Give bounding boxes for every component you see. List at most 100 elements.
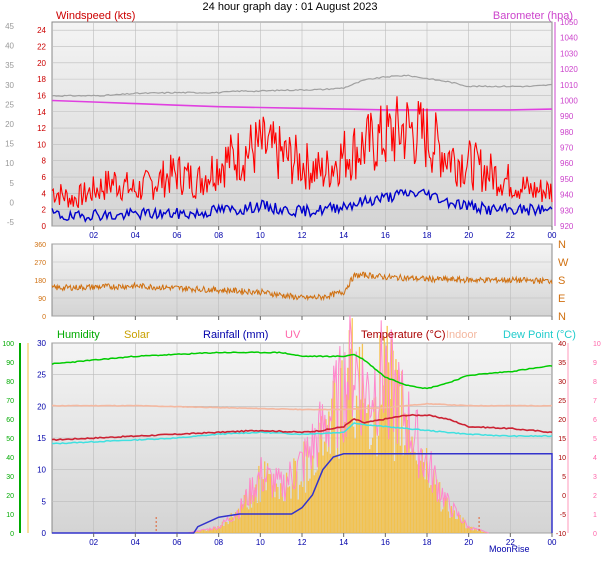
x-tick-label: 14	[339, 538, 348, 547]
x-tick-label: 06	[173, 538, 182, 547]
wind-gust-line	[51, 96, 553, 209]
wind-average-line	[51, 188, 553, 223]
temp-tick-label: 10	[558, 455, 566, 462]
x-tick-label: 00	[548, 231, 557, 240]
rainfall-label: Rainfall (mm)	[203, 329, 268, 341]
compass-label: S	[558, 275, 565, 287]
temp-tick-label: 35	[558, 360, 566, 367]
x-tick-label: 18	[423, 538, 432, 547]
baro-tick-label: 1050	[560, 18, 578, 27]
wind-tick-label: 24	[37, 26, 46, 35]
wind-direction-line	[51, 271, 553, 302]
temp-tick-label: -5	[560, 512, 566, 519]
x-tick-label: 04	[131, 231, 140, 240]
humidity-tick-label: 90	[6, 360, 14, 367]
x-tick-label: 20	[464, 231, 473, 240]
baro-tick-label: 930	[560, 206, 574, 215]
indoor-line	[51, 402, 553, 411]
direction-tick-label: 270	[34, 260, 46, 267]
outer-tick-label: 10	[5, 159, 14, 168]
gray-series-line	[51, 74, 553, 98]
outer-tick-label: 20	[5, 120, 14, 129]
uv-tick-label: 10	[593, 341, 601, 348]
rain-tick-label: 20	[37, 402, 46, 411]
temp-tick-label: 30	[558, 379, 566, 386]
wind-tick-label: 16	[37, 91, 46, 100]
baro-tick-label: 920	[560, 222, 574, 231]
outer-tick-label: 15	[5, 140, 14, 149]
baro-tick-label: 1030	[560, 49, 578, 58]
x-tick-label: 00	[548, 538, 557, 547]
climate-axes: 3025201510501009080706050403020100403530…	[2, 339, 601, 547]
humidity-tick-label: 0	[10, 531, 14, 538]
indoor-label: Indoor	[446, 329, 478, 341]
humidity-tick-label: 30	[6, 474, 14, 481]
wind-tick-label: 22	[37, 42, 46, 51]
outer-tick-label: 45	[5, 22, 14, 31]
moonrise-label: MoonRise	[489, 544, 530, 554]
uv-tick-label: 6	[593, 417, 597, 424]
humidity-tick-label: 20	[6, 493, 14, 500]
compass-label: N	[558, 311, 566, 323]
x-tick-label: 22	[506, 538, 515, 547]
wind-tick-label: 8	[42, 157, 47, 166]
x-tick-label: 10	[256, 538, 265, 547]
climate-panel: 3025201510501009080706050403020100403530…	[2, 315, 601, 554]
wind-axis-label: Windspeed (kts)	[56, 10, 135, 22]
rain-tick-label: 15	[37, 434, 46, 443]
x-tick-label: 20	[464, 538, 473, 547]
baro-tick-label: 990	[560, 112, 574, 121]
wind-axes: 242220181614121086420454035302520151050-…	[5, 18, 578, 240]
rain-tick-label: 0	[42, 529, 47, 538]
temp-tick-label: 40	[558, 341, 566, 348]
wind-tick-label: 14	[37, 108, 46, 117]
x-tick-label: 16	[381, 231, 390, 240]
x-tick-label: 02	[89, 231, 98, 240]
compass-label: W	[558, 257, 569, 269]
wind-tick-label: 6	[42, 173, 47, 182]
temp-tick-label: 25	[558, 398, 566, 405]
outer-tick-label: 0	[10, 198, 15, 207]
rain-tick-label: 25	[37, 371, 46, 380]
uv-tick-label: 2	[593, 493, 597, 500]
wind-tick-label: 2	[42, 206, 47, 215]
humidity-line	[51, 351, 553, 390]
x-tick-label: 18	[423, 231, 432, 240]
x-tick-label: 02	[89, 538, 98, 547]
wind-tick-label: 18	[37, 75, 46, 84]
wind-grid	[52, 22, 552, 227]
rain-tick-label: 5	[42, 497, 47, 506]
baro-tick-label: 1010	[560, 81, 578, 90]
humidity-tick-label: 100	[2, 341, 14, 348]
temperature-label: Temperature (°C)	[361, 329, 445, 341]
outer-tick-label: -5	[7, 218, 15, 227]
uv-label: UV	[285, 329, 301, 341]
wind-panel: 242220181614121086420454035302520151050-…	[5, 10, 578, 240]
direction-tick-label: 90	[38, 296, 46, 303]
x-tick-label: 10	[256, 231, 265, 240]
uv-tick-label: 3	[593, 474, 597, 481]
climate-series	[51, 315, 553, 534]
humidity-tick-label: 40	[6, 455, 14, 462]
chart-title: 24 hour graph day : 01 August 2023	[203, 1, 378, 13]
outer-tick-label: 35	[5, 61, 14, 70]
temp-tick-label: -10	[556, 531, 566, 538]
direction-tick-label: 360	[34, 242, 46, 249]
compass-label: N	[558, 239, 566, 251]
x-tick-label: 08	[214, 231, 223, 240]
uv-tick-label: 1	[593, 512, 597, 519]
baro-tick-label: 1040	[560, 34, 578, 43]
humidity-tick-label: 70	[6, 398, 14, 405]
direction-series	[51, 271, 553, 302]
temp-tick-label: 0	[562, 493, 566, 500]
x-tick-label: 08	[214, 538, 223, 547]
baro-tick-label: 1020	[560, 65, 578, 74]
compass-label: E	[558, 293, 565, 305]
temp-tick-label: 15	[558, 436, 566, 443]
x-tick-label: 12	[298, 538, 307, 547]
uv-tick-label: 0	[593, 531, 597, 538]
humidity-tick-label: 50	[6, 436, 14, 443]
x-tick-label: 12	[298, 231, 307, 240]
